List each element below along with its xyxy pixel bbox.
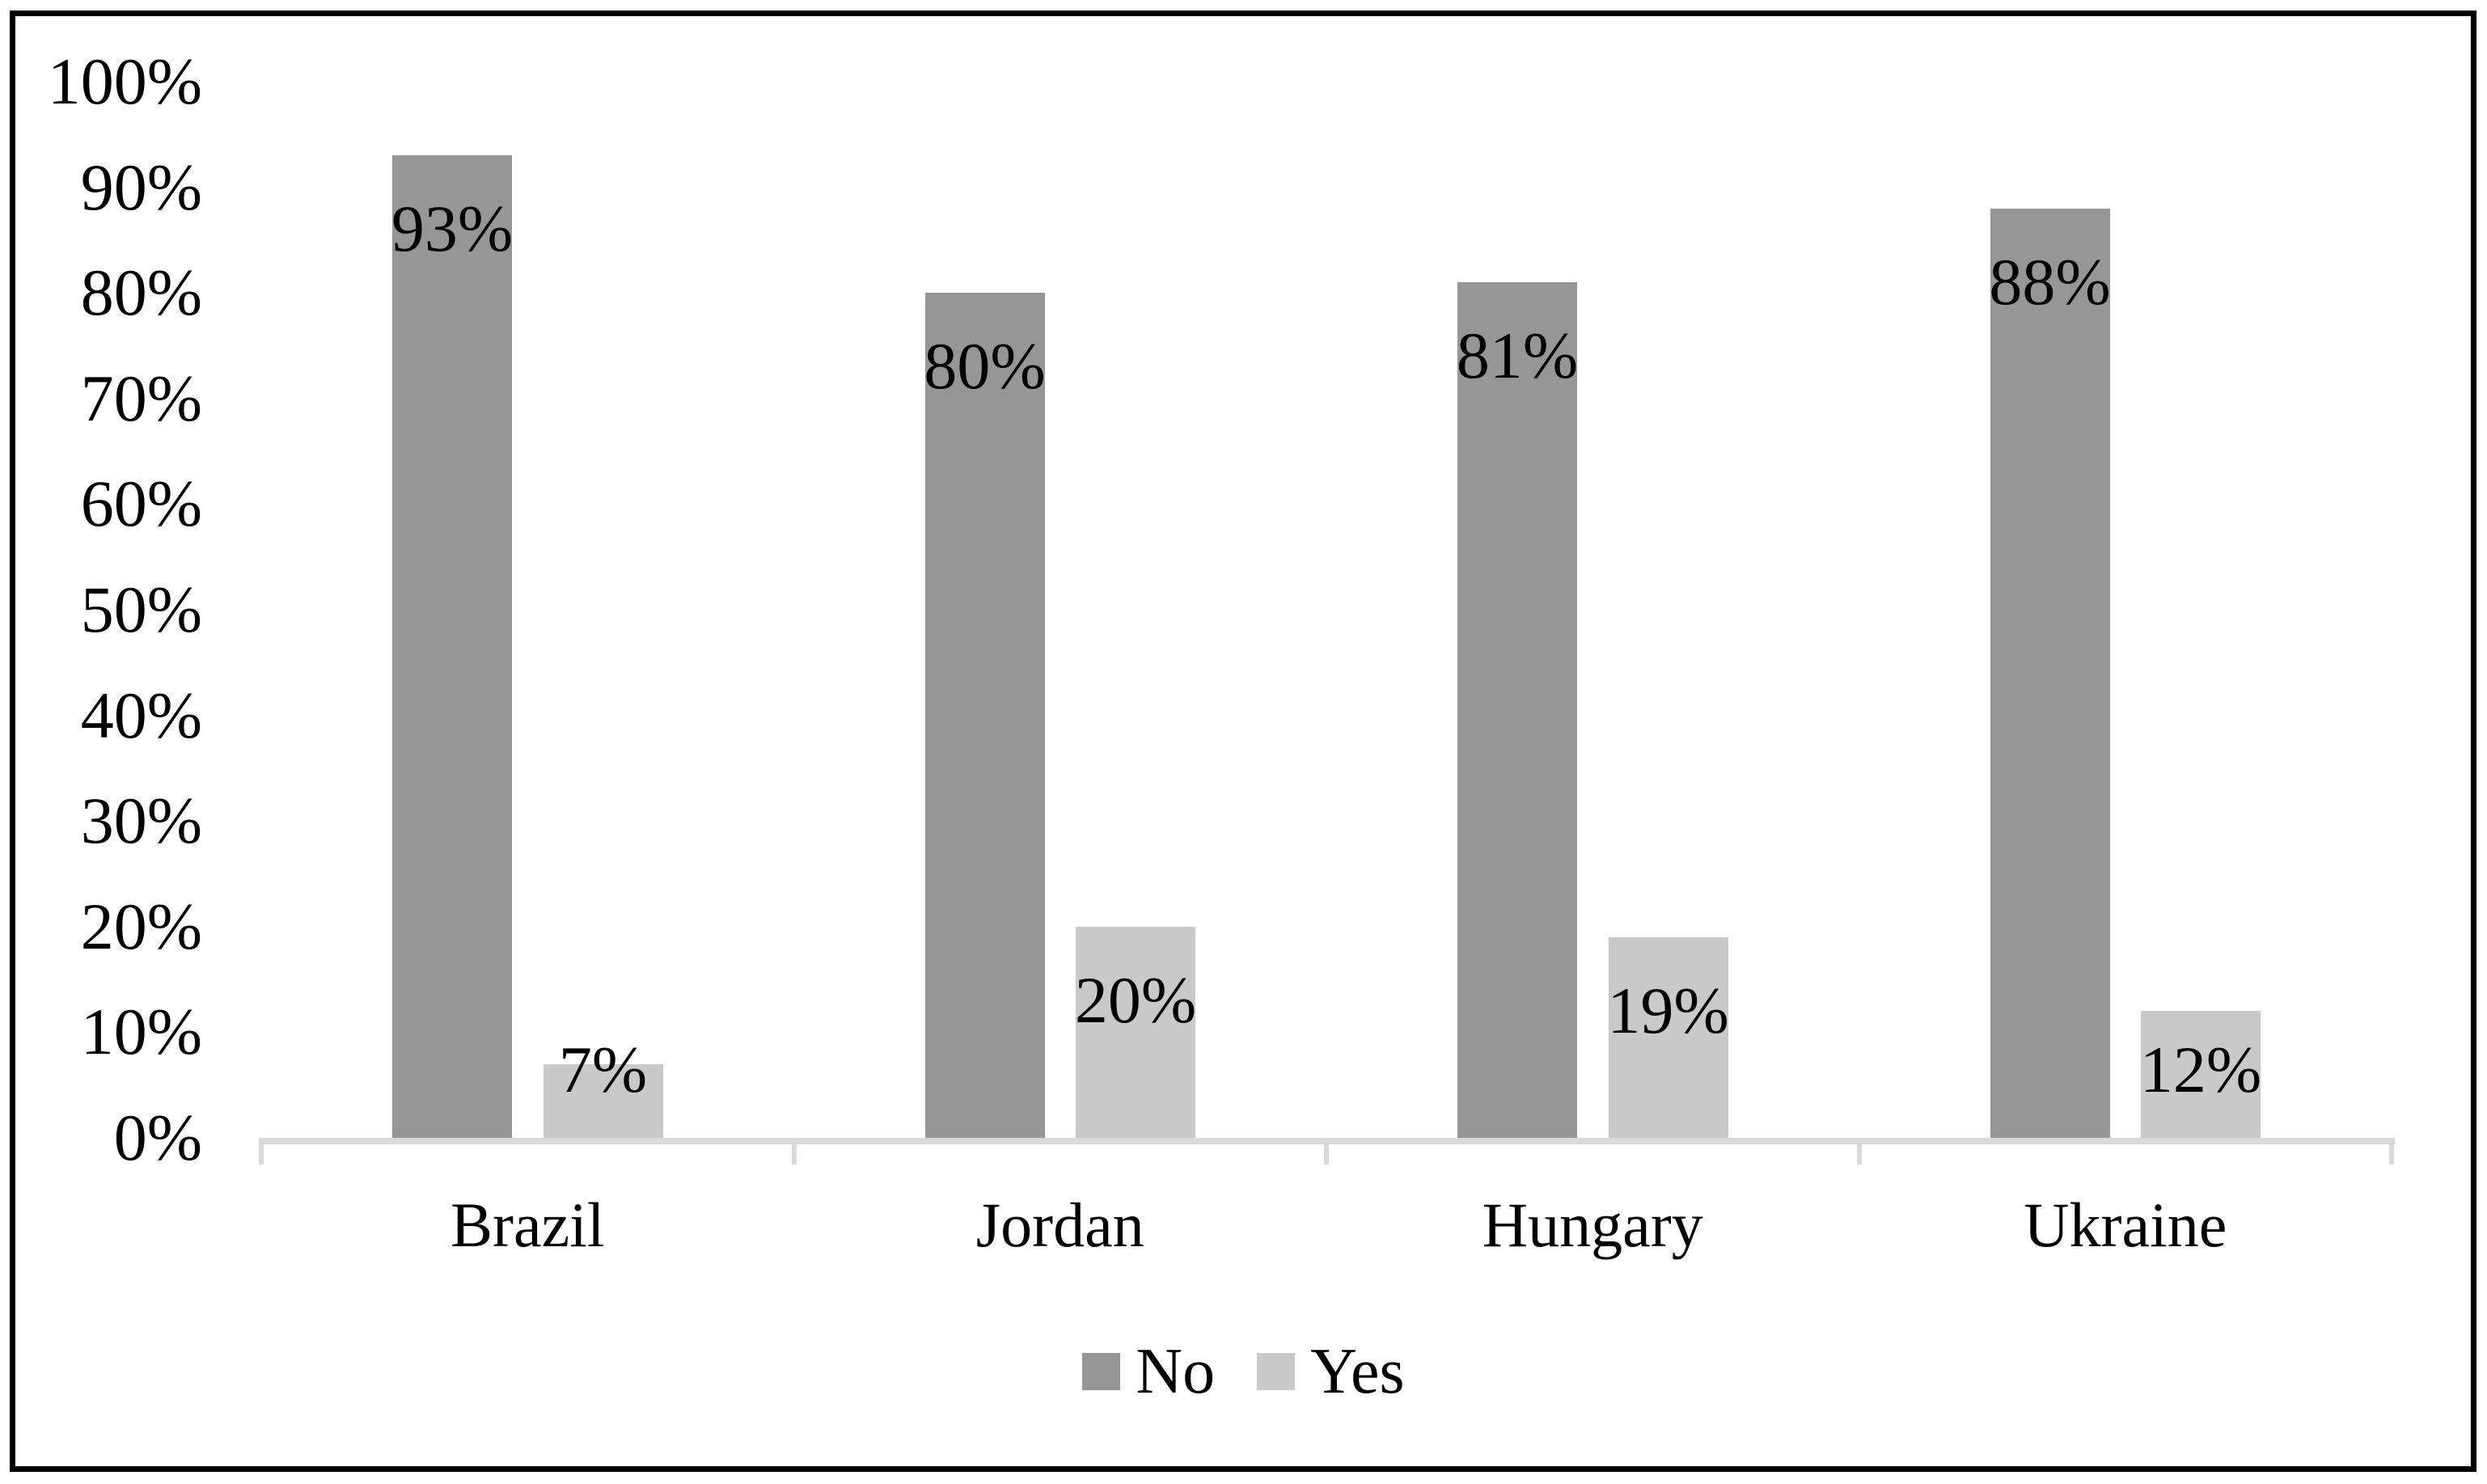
x-axis-label-brazil: Brazil — [450, 1190, 605, 1260]
bar-no-ukraine — [1990, 208, 2110, 1138]
data-label-yes-jordan: 20% — [1074, 962, 1197, 1037]
y-axis-tick-label: 10% — [80, 995, 202, 1069]
axis-tick-mark — [2389, 1138, 2394, 1165]
y-axis-tick-label: 40% — [80, 678, 202, 752]
y-axis-tick-label: 30% — [80, 784, 202, 858]
legend-item-yes: Yes — [1257, 1336, 1405, 1407]
bar-no-brazil — [392, 155, 512, 1138]
y-axis-tick-label: 20% — [80, 889, 202, 963]
y-axis-tick-label: 50% — [80, 573, 202, 646]
legend-swatch-no — [1082, 1353, 1121, 1390]
bar-yes-hungary — [1608, 936, 1728, 1138]
bar-yes-brazil — [543, 1063, 663, 1138]
data-label-no-hungary: 81% — [1456, 319, 1579, 393]
axis-tick-mark — [259, 1138, 264, 1165]
data-label-yes-hungary: 19% — [1607, 973, 1729, 1047]
legend-label-yes: Yes — [1310, 1336, 1405, 1407]
axis-tick-mark — [791, 1138, 797, 1165]
axis-tick-mark — [1324, 1138, 1329, 1165]
legend-label-no: No — [1136, 1336, 1216, 1407]
data-label-yes-ukraine: 12% — [2139, 1033, 2262, 1106]
y-axis-tick-label: 90% — [80, 150, 202, 224]
x-axis-label-ukraine: Ukraine — [2024, 1190, 2227, 1260]
legend-item-no: No — [1082, 1337, 1215, 1406]
data-label-yes-brazil: 7% — [558, 1033, 648, 1106]
legend-swatch-yes — [1257, 1353, 1296, 1390]
y-axis-tick-label: 80% — [80, 256, 202, 330]
data-label-no-ukraine: 88% — [1989, 244, 2111, 319]
y-axis-tick-label: 70% — [80, 361, 202, 435]
y-axis-tick-label: 0% — [113, 1101, 202, 1174]
y-axis-tick-label: 60% — [80, 467, 202, 541]
y-axis-tick-label: 100% — [47, 44, 202, 118]
bar-no-jordan — [924, 293, 1045, 1138]
x-axis-label-jordan: Jordan — [975, 1190, 1144, 1260]
x-axis-label-hungary: Hungary — [1482, 1190, 1703, 1260]
data-label-no-jordan: 80% — [924, 329, 1046, 404]
bar-no-hungary — [1457, 282, 1577, 1138]
data-label-no-brazil: 93% — [391, 192, 514, 266]
bar-yes-jordan — [1076, 926, 1195, 1138]
legend: No Yes — [0, 1335, 2487, 1408]
axis-tick-mark — [1856, 1138, 1862, 1165]
bar-yes-ukraine — [2141, 1011, 2261, 1138]
